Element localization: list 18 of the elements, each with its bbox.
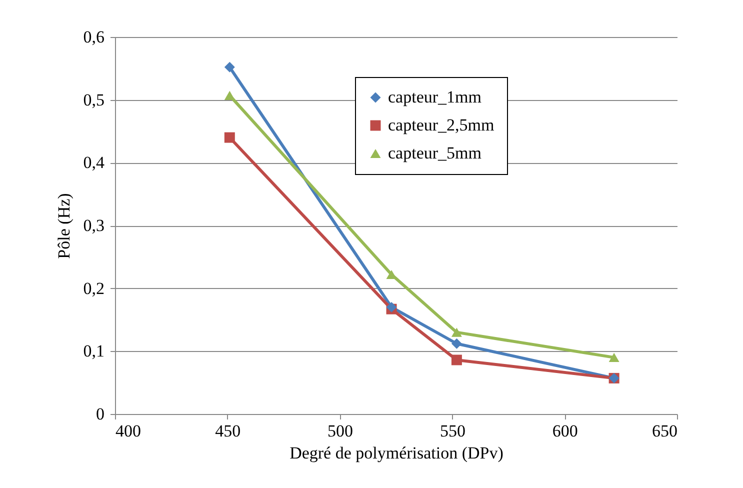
x-tick-label: 500 — [328, 422, 354, 440]
y-tick-label: 0,2 — [83, 278, 104, 298]
y-tick-label: 0,4 — [83, 153, 105, 172]
y-tick-label: 0 — [96, 404, 104, 424]
y-tick-label: 0,5 — [83, 90, 104, 110]
legend-label: capteur_1mm — [388, 88, 482, 106]
x-axis-title: Degré de polymérisation (DPv) — [290, 444, 504, 462]
x-tick-label: 450 — [215, 422, 241, 440]
y-tick-label: 0,3 — [83, 216, 104, 235]
y-tick-label: 0,6 — [83, 28, 104, 46]
x-tick-label: 650 — [652, 422, 678, 440]
x-tick-label: 400 — [116, 422, 141, 440]
legend-label: capteur_2,5mm — [388, 116, 494, 134]
legend-label: capteur_5mm — [388, 144, 482, 162]
y-tick-label: 0,1 — [83, 342, 104, 361]
x-tick-label: 550 — [440, 422, 466, 440]
x-tick-label: 600 — [552, 422, 578, 440]
y-axis-title: Pôle (Hz) — [54, 193, 74, 259]
